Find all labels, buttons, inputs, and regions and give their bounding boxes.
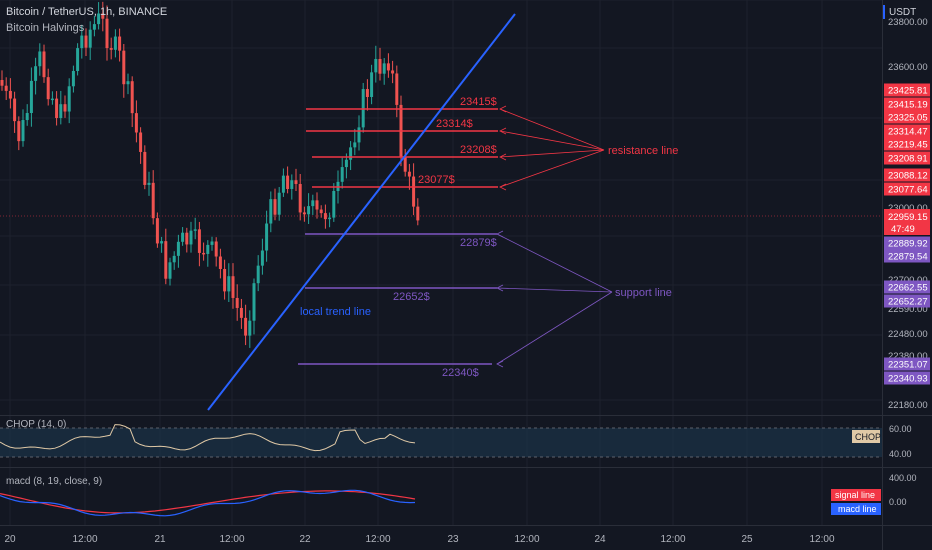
chop-tick-40: 40.00 — [889, 449, 912, 459]
price-tick: 22480.00 — [888, 329, 928, 340]
time-tick: 12:00 — [72, 534, 97, 545]
resistance-price-box — [884, 97, 930, 111]
price-tick: 23800.00 — [888, 17, 928, 28]
macd-line — [0, 489, 416, 517]
time-tick: 23 — [447, 534, 459, 545]
time-tick: 12:00 — [809, 534, 834, 545]
time-tick: 21 — [154, 534, 166, 545]
macd-title: macd (8, 19, close, 9) — [6, 476, 102, 487]
countdown-label: 47:49 — [891, 224, 915, 235]
price-levels[interactable]: 23415$ 23314$ 23208$ 23077$ 22879$ 22652$ 2234… — [298, 96, 498, 379]
support-annotation: support line — [615, 287, 672, 299]
time-tick: 24 — [594, 534, 606, 545]
support-price-box — [884, 357, 930, 371]
current-price-label: 22959.15 — [888, 212, 928, 223]
chop-band — [0, 428, 882, 457]
support-level-label: 22340$ — [442, 367, 479, 379]
symbol-title[interactable]: Bitcoin / TetherUS, 1h, BINANCE — [6, 6, 167, 18]
resistance-price-box — [884, 182, 930, 196]
resistance-price-label: 23208.91 — [888, 154, 928, 165]
currency-label[interactable]: USDT — [889, 7, 916, 18]
time-tick: 25 — [741, 534, 753, 545]
resistance-price-label: 23415.19 — [888, 100, 928, 111]
chop-badge — [852, 430, 880, 443]
resistance-level-label: 23415$ — [460, 96, 497, 108]
support-price-box — [884, 294, 930, 308]
support-price-label: 22662.55 — [888, 283, 928, 294]
resistance-price-box — [884, 151, 930, 165]
annotation-arrows — [496, 105, 613, 368]
price-panel[interactable]: 23415$ 23314$ 23208$ 23077$ 22879$ 22652$ 2234… — [0, 0, 882, 525]
support-price-label: 22879.54 — [888, 252, 928, 263]
current-price-box — [884, 209, 930, 235]
resistance-annotation: resistance line — [608, 145, 678, 157]
support-price-label: 22652.27 — [888, 297, 928, 308]
time-axis[interactable]: 20 12:00 21 12:00 22 12:00 23 12:00 24 12:00 25 12:… — [4, 534, 835, 545]
resistance-price-label: 23314.47 — [888, 127, 928, 138]
time-tick: 12:00 — [514, 534, 539, 545]
resistance-price-label: 23077.64 — [888, 185, 928, 196]
resistance-price-label: 23325.05 — [888, 113, 928, 124]
chop-badge-label: CHOP — [855, 432, 881, 442]
macd-badge — [831, 503, 881, 515]
chop-tick-60: 60.00 — [889, 424, 912, 434]
resistance-price-box — [884, 110, 930, 124]
support-price-label: 22351.07 — [888, 360, 928, 371]
time-tick: 12:00 — [365, 534, 390, 545]
support-price-label: 22889.92 — [888, 239, 928, 250]
price-scale[interactable]: 23800.0023600.0023000.0022700.0022590.00… — [884, 17, 930, 411]
chop-panel[interactable]: CHOP (14, 0) 60.00 40.00 CHOP — [0, 419, 912, 459]
macd-tick-0: 0.00 — [889, 497, 907, 507]
support-level-label: 22879$ — [460, 237, 497, 249]
time-tick: 20 — [4, 534, 16, 545]
resistance-price-box — [884, 124, 930, 138]
support-price-box — [884, 371, 930, 385]
time-tick: 12:00 — [219, 534, 244, 545]
chop-title: CHOP (14, 0) — [6, 419, 66, 430]
time-tick: 22 — [299, 534, 311, 545]
resistance-price-label: 23088.12 — [888, 171, 928, 182]
price-tick: 23000.00 — [888, 203, 928, 214]
local-trend-line[interactable] — [207, 13, 516, 411]
support-price-box — [884, 236, 930, 250]
signal-line — [0, 490, 416, 514]
resistance-price-box — [884, 168, 930, 182]
price-tick: 22180.00 — [888, 400, 928, 411]
signal-badge — [831, 489, 881, 501]
resistance-price-box — [884, 137, 930, 151]
price-tick: 22380.00 — [888, 351, 928, 362]
indicator-name[interactable]: Bitcoin Halvings — [6, 22, 85, 34]
support-price-box — [884, 249, 930, 263]
price-tick: 22590.00 — [888, 304, 928, 315]
support-price-box — [884, 280, 930, 294]
macd-panel[interactable]: macd (8, 19, close, 9) 400.00 0.00 signa… — [0, 473, 917, 517]
candlestick-series — [0, 1, 420, 348]
chop-line — [0, 424, 416, 452]
price-tick: 23600.00 — [888, 62, 928, 73]
resistance-price-label: 23219.45 — [888, 140, 928, 151]
trend-line-label: local trend line — [300, 306, 371, 318]
resistance-price-label: 23425.81 — [888, 86, 928, 97]
macd-badge-label: macd line — [838, 504, 877, 514]
resistance-price-box — [884, 83, 930, 97]
resistance-level-label: 23314$ — [436, 118, 473, 130]
signal-badge-label: signal line — [835, 490, 875, 500]
macd-tick-400: 400.00 — [889, 473, 917, 483]
resistance-level-label: 23077$ — [418, 174, 455, 186]
support-price-label: 22340.93 — [888, 374, 928, 385]
support-level-label: 22652$ — [393, 291, 430, 303]
resistance-level-label: 23208$ — [460, 144, 497, 156]
time-tick: 12:00 — [660, 534, 685, 545]
